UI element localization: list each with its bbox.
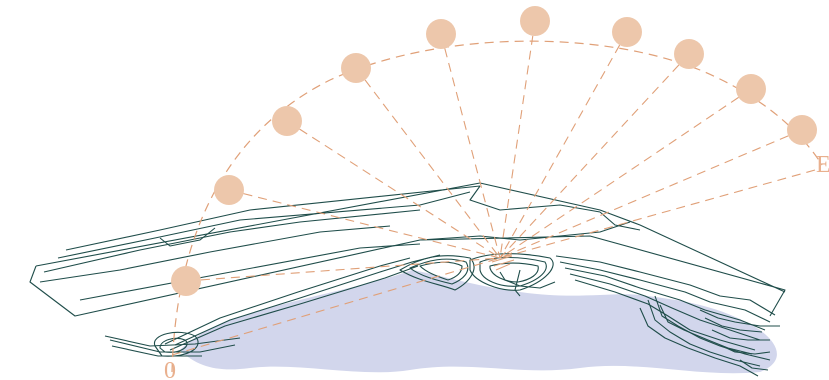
sun-position: [171, 266, 201, 296]
end-label: E: [816, 152, 829, 178]
sun-position: [612, 17, 642, 47]
sun-position: [674, 39, 704, 69]
sun-position: [214, 175, 244, 205]
shadow-area: [180, 270, 777, 374]
sun-position: [736, 74, 766, 104]
terrain-contour-model: [29, 182, 786, 377]
sun-position: [272, 106, 302, 136]
sun-positions: [171, 6, 817, 296]
sun-position: [520, 6, 550, 36]
start-label: 0: [164, 358, 176, 380]
focal-point: [491, 255, 515, 271]
sun-position: [341, 53, 371, 83]
sun-rays: [171, 20, 816, 356]
sun-position: [787, 115, 817, 145]
sun-position: [426, 19, 456, 49]
